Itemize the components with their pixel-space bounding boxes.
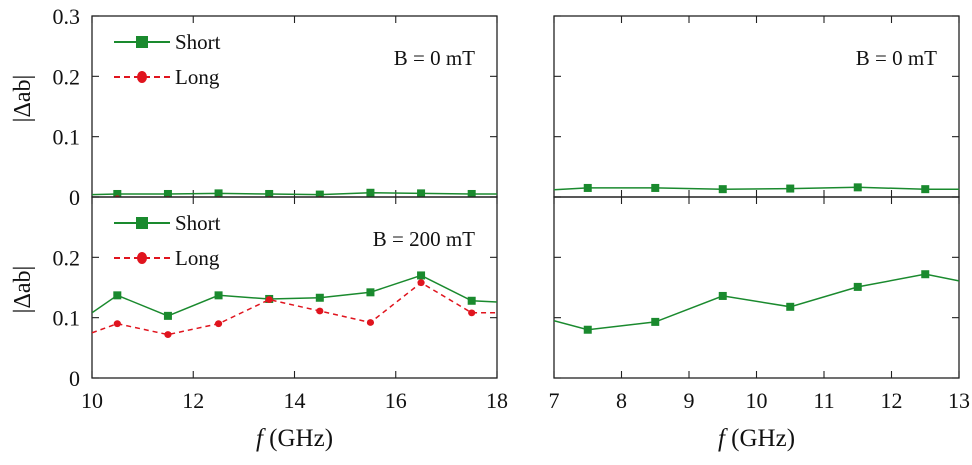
y-tick-label: 0.3 [53, 4, 81, 29]
data-point [214, 291, 223, 300]
data-point [265, 189, 274, 197]
data-point [786, 184, 795, 193]
field-annotation: B = 200 mT [373, 227, 475, 251]
data-point [417, 279, 425, 287]
y-tick-label: 0.1 [53, 306, 81, 331]
y-tick-label: 0.2 [53, 245, 81, 270]
data-point [315, 293, 324, 302]
field-annotation: B = 0 mT [856, 46, 937, 70]
data-point [583, 183, 592, 192]
data-point [316, 307, 324, 315]
legend-label: Long [175, 246, 220, 270]
data-point [113, 189, 122, 197]
plot-frame [553, 196, 960, 379]
panel-top-right: B = 0 mT [553, 15, 960, 198]
series-line-data [554, 186, 959, 191]
data-point [315, 190, 324, 197]
legend-label: Long [175, 65, 220, 89]
field-annotation: B = 0 mT [394, 46, 475, 70]
x-tick-label: 7 [549, 388, 560, 413]
x-tick-label: 10 [81, 388, 103, 413]
y-tick-label: 0 [69, 366, 80, 391]
y-axis-label: |Δab| [10, 75, 36, 123]
data-point [163, 311, 172, 320]
panel-top-left: 0 0.1 0.2 0.3 |Δab| B = 0 mT Short Long [10, 4, 498, 210]
data-point [651, 317, 660, 326]
data-point [718, 291, 727, 300]
data-point [214, 320, 223, 328]
legend-label: Short [175, 211, 221, 235]
x-tick-label: 13 [948, 388, 970, 413]
panel-bottom-right: 7 8 9 10 11 12 13 f (GHz) [549, 196, 970, 452]
data-point [214, 189, 223, 197]
series-line-short [92, 274, 497, 317]
plot-frame [91, 196, 498, 379]
panel-bottom-left: 0 0.1 0.2 10 12 14 16 18 |Δab| f (GHz) B = 200 mT S… [10, 196, 508, 452]
data-point [921, 270, 930, 279]
data-point [467, 296, 476, 305]
x-tick-label: 10 [746, 388, 768, 413]
legend-label: Short [175, 30, 221, 54]
plot-frame [91, 15, 498, 198]
legend-marker [136, 36, 148, 48]
y-tick-label: 0 [69, 185, 80, 210]
x-tick-label: 9 [684, 388, 695, 413]
data-point [366, 188, 375, 197]
data-point [718, 185, 727, 194]
legend: Short Long [114, 211, 221, 270]
x-tick-label: 11 [813, 388, 834, 413]
x-axis-label: f (GHz) [718, 425, 795, 452]
x-tick-label: 16 [385, 388, 407, 413]
data-point [163, 189, 172, 197]
data-point [583, 325, 592, 334]
data-point [921, 185, 930, 194]
data-point [113, 291, 122, 300]
series-line-long [92, 281, 497, 336]
data-point [164, 331, 172, 338]
data-point [265, 296, 273, 303]
legend-marker [137, 71, 147, 83]
series-line-short [92, 192, 497, 196]
data-point [468, 309, 476, 317]
data-point [786, 302, 795, 311]
data-point [366, 319, 375, 326]
data-point [853, 183, 862, 192]
series-line-data [554, 273, 959, 331]
plot-frame [553, 15, 960, 198]
legend: Short Long [114, 30, 221, 89]
legend-marker [136, 217, 148, 229]
data-point [113, 320, 121, 328]
y-tick-label: 0.2 [53, 64, 81, 89]
data-point [467, 189, 476, 197]
data-point [366, 288, 375, 297]
data-point [417, 271, 426, 280]
data-point [651, 183, 660, 192]
data-point [417, 189, 426, 197]
x-tick-label: 12 [881, 388, 903, 413]
x-tick-label: 14 [284, 388, 306, 413]
y-axis-label: |Δab| [10, 266, 36, 314]
data-point [853, 282, 862, 291]
x-axis-label: f (GHz) [256, 425, 333, 452]
x-tick-label: 8 [616, 388, 627, 413]
x-tick-label: 18 [486, 388, 508, 413]
x-tick-label: 12 [182, 388, 204, 413]
legend-marker [137, 252, 147, 264]
y-tick-label: 0.1 [53, 125, 81, 150]
